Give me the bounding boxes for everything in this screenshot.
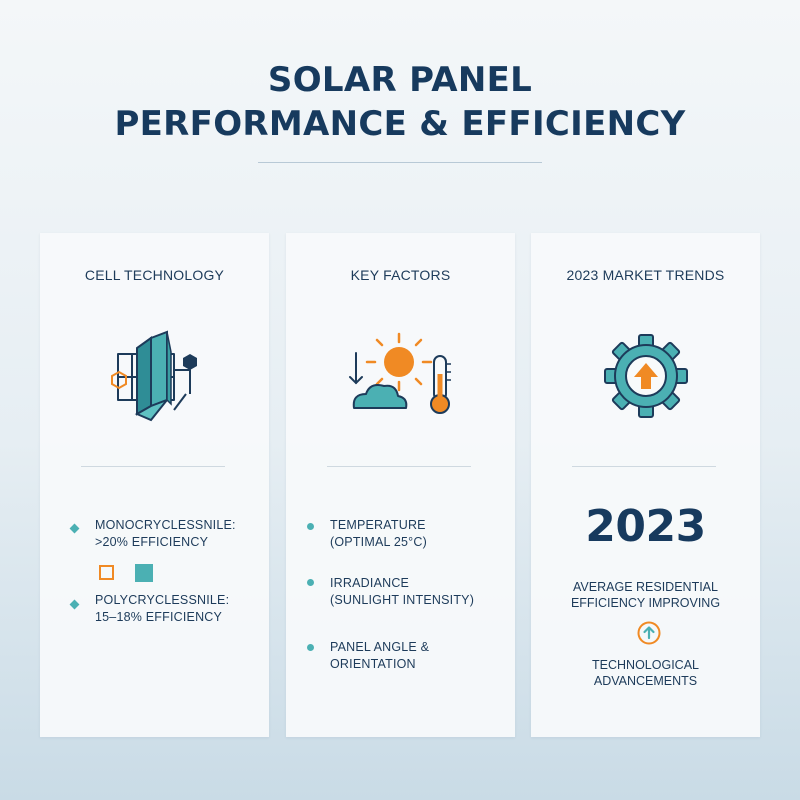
cell-technology-card: CELL TECHNOLOGY MONOCRYCLESSNILE: >20% E…: [40, 233, 269, 737]
bullet-diamond-icon: [69, 599, 80, 610]
temperature-label: TEMPERATURE: [330, 518, 426, 532]
tech-advancements-line-2: ADVANCEMENTS: [593, 674, 698, 688]
page-title: SOLAR PANEL PERFORMANCE & EFFICIENCY: [0, 58, 800, 146]
efficiency-caption: AVERAGE RESIDENTIAL EFFICIENCY IMPROVING: [531, 579, 760, 611]
mono-item-name: MONOCRYCLESSNILE:: [95, 518, 236, 532]
bullet-dot-icon: [307, 644, 314, 651]
page-title-line-2: PERFORMANCE & EFFICIENCY: [114, 104, 686, 144]
tech-advancements-line-1: TECHNOLOGICAL: [592, 658, 699, 672]
irradiance-label: IRRADIANCE: [330, 576, 410, 590]
bullet-dot-icon: [307, 579, 314, 586]
card-title: CELL TECHNOLOGY: [84, 267, 225, 283]
efficiency-caption-line-1: AVERAGE RESIDENTIAL: [573, 580, 718, 594]
card-title: 2023 MARKET TRENDS: [566, 267, 725, 283]
mono-item: MONOCRYCLESSNILE: >20% EFFICIENCY: [95, 517, 236, 551]
key-factors-card: KEY FACTORS: [286, 233, 515, 737]
card-title: KEY FACTORS: [350, 267, 451, 283]
temperature-detail: (OPTIMAL 25°C): [330, 535, 427, 549]
bullet-dot-icon: [307, 523, 314, 530]
title-divider: [258, 162, 542, 163]
crystal-panel-icon: [40, 328, 269, 428]
mono-item-efficiency: >20% EFFICIENCY: [95, 535, 209, 549]
year-highlight: 2023: [585, 501, 706, 552]
gear-arrow-up-icon: [531, 328, 760, 428]
poly-item-efficiency: 15–18% EFFICIENCY: [95, 610, 223, 624]
poly-item-name: POLYCRYCLESSNILE:: [95, 593, 230, 607]
irradiance-detail: (SUNLIGHT INTENSITY): [330, 593, 475, 607]
panel-angle-label: PANEL ANGLE & ORIENTATION: [330, 640, 430, 671]
irradiance-item: IRRADIANCE (SUNLIGHT INTENSITY): [330, 575, 474, 609]
temperature-item: TEMPERATURE (OPTIMAL 25°C): [330, 517, 427, 551]
card-divider: [572, 466, 716, 467]
card-divider: [327, 466, 471, 467]
orange-square-icon: [99, 565, 114, 580]
sun-cloud-thermometer-icon: [286, 328, 515, 428]
page-title-line-1: SOLAR PANEL: [267, 60, 533, 100]
bullet-diamond-icon: [69, 523, 80, 534]
efficiency-caption-line-2: EFFICIENCY IMPROVING: [570, 596, 721, 610]
arrow-up-circle-icon: [637, 621, 661, 650]
card-divider: [81, 466, 225, 467]
tech-advancements: TECHNOLOGICAL ADVANCEMENTS: [531, 657, 760, 689]
teal-square-icon: [135, 564, 153, 582]
poly-item: POLYCRYCLESSNILE: 15–18% EFFICIENCY: [95, 592, 229, 626]
market-trends-card: 2023 MARKET TRENDS 2023: [531, 233, 760, 737]
panel-angle-item: PANEL ANGLE & ORIENTATION: [330, 639, 515, 673]
